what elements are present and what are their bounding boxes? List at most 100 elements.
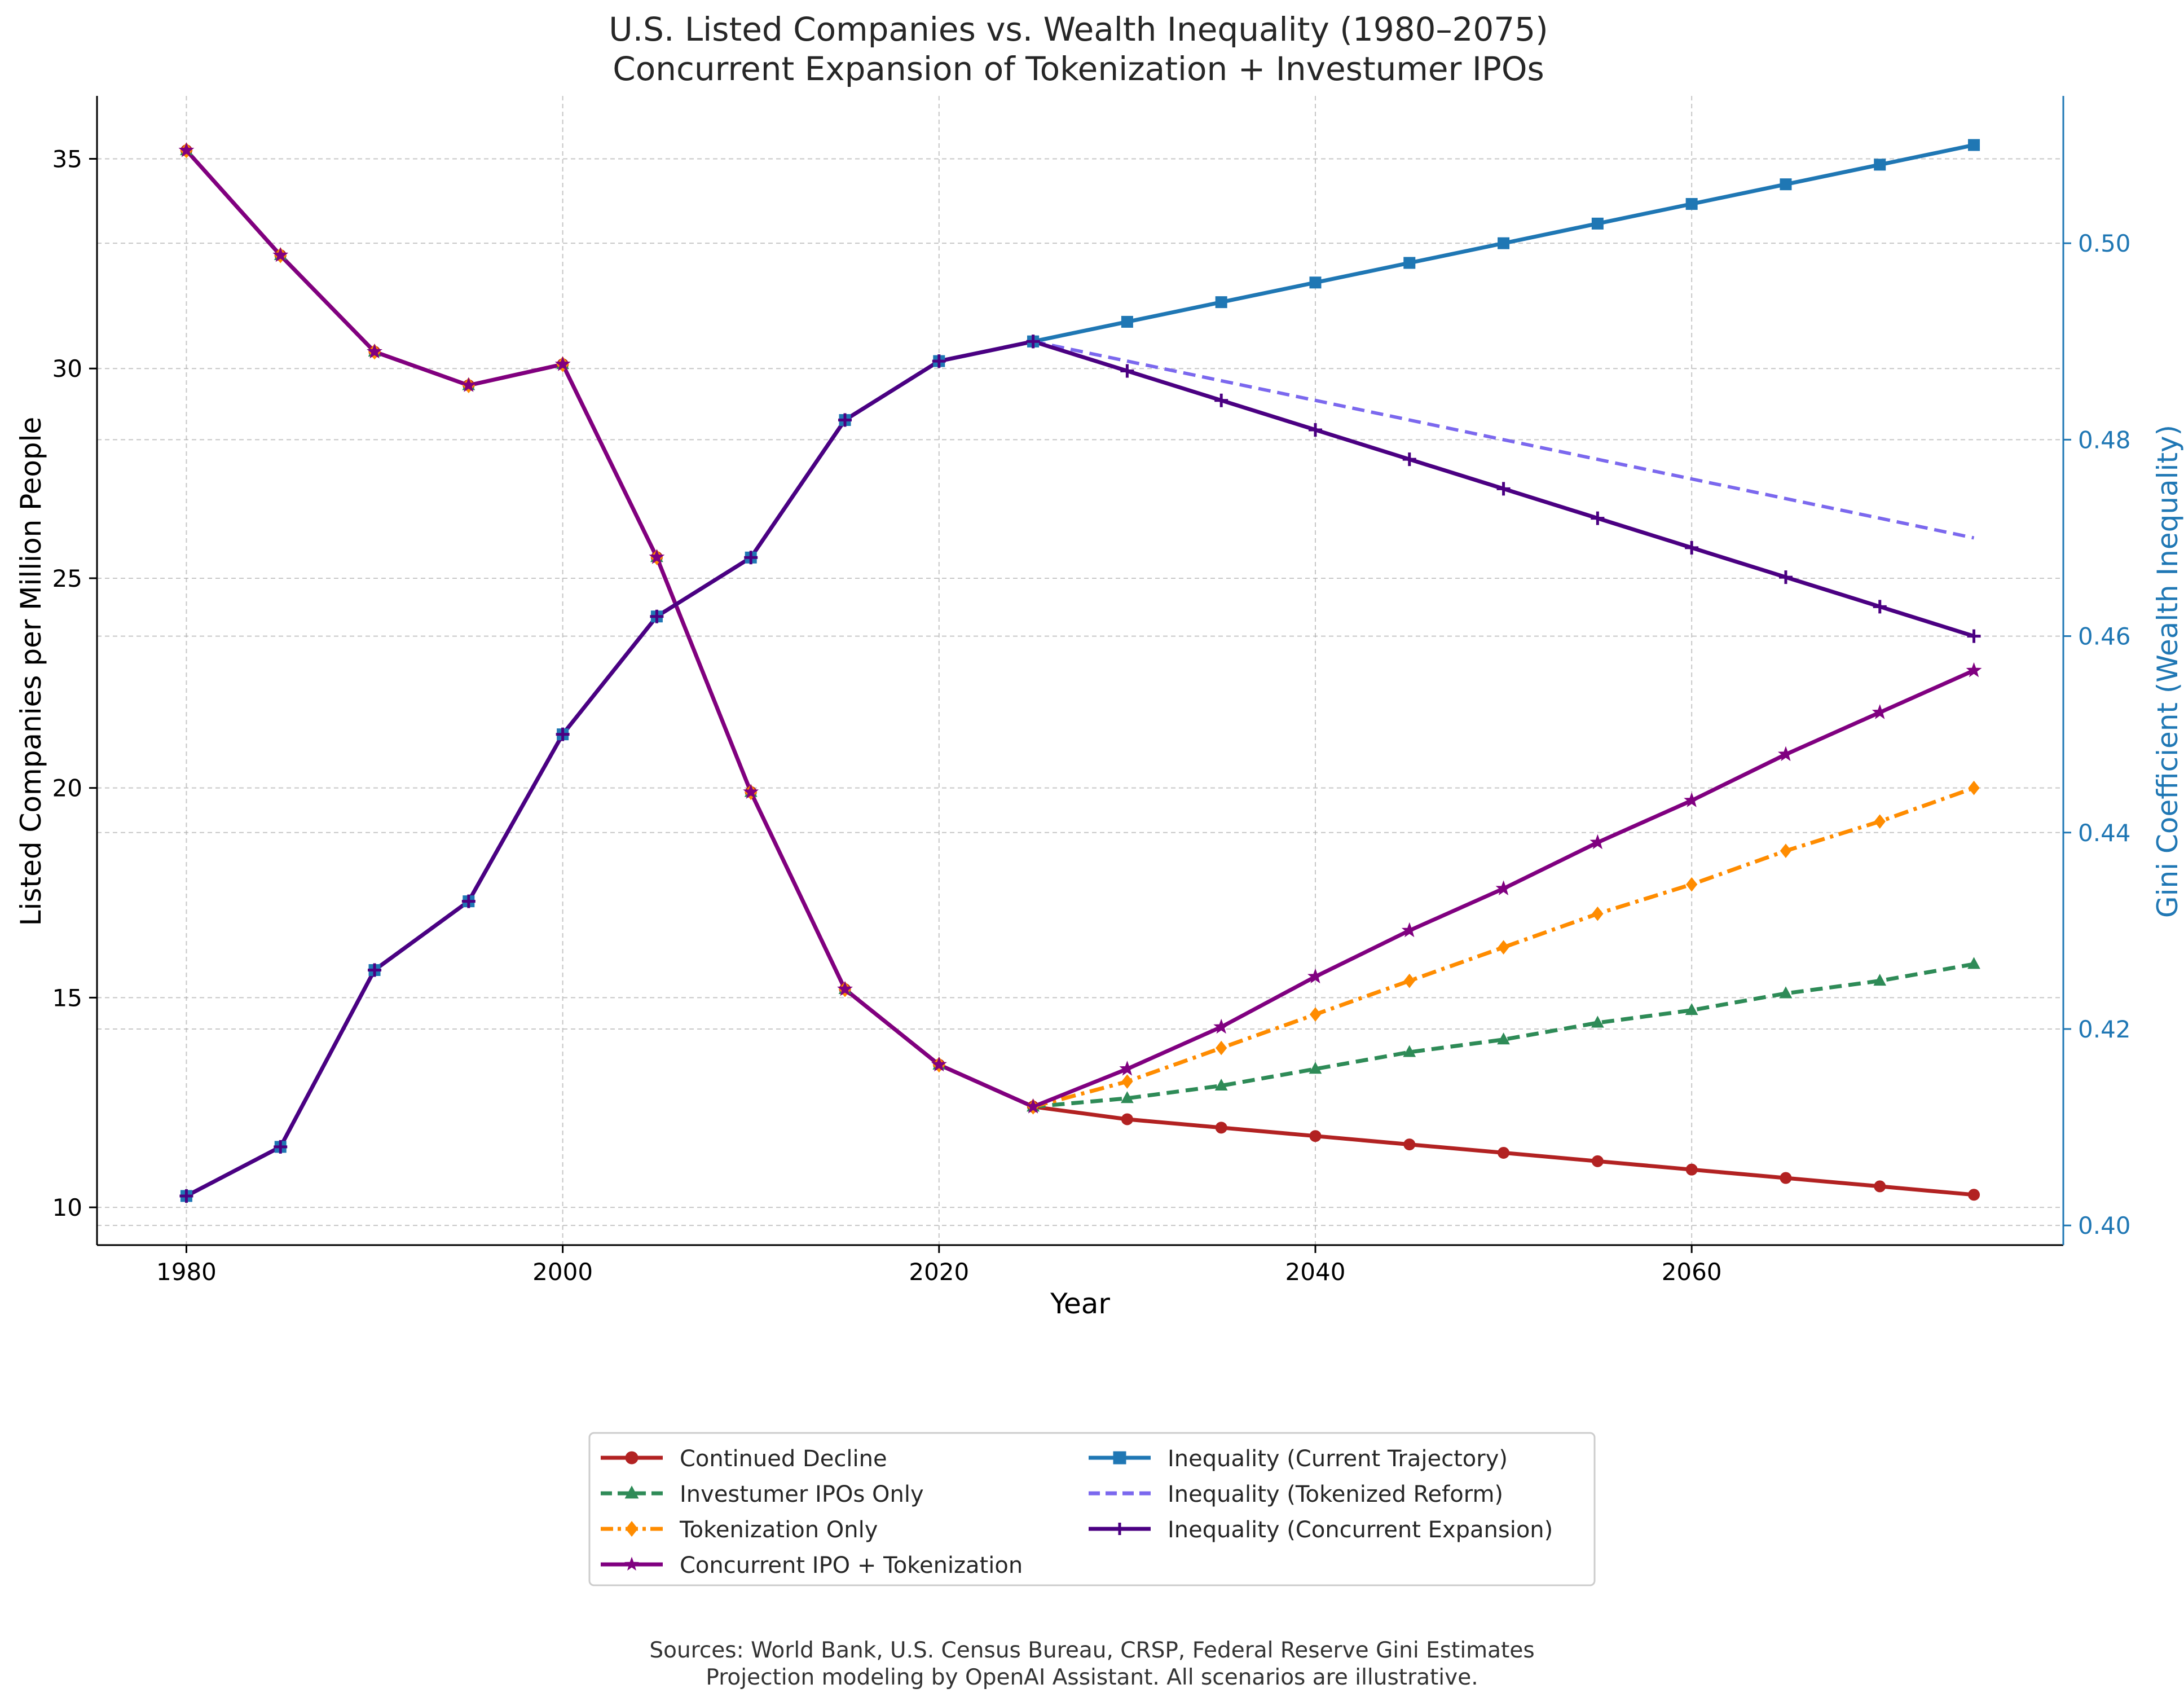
data-point xyxy=(1309,1062,1322,1074)
y-right-tick-label: 0.42 xyxy=(2078,1015,2131,1043)
y-left-tick-label: 35 xyxy=(52,146,82,173)
data-point xyxy=(1968,1189,1980,1201)
x-tick-label: 1980 xyxy=(156,1258,217,1286)
legend-label: Inequality (Concurrent Expansion) xyxy=(1168,1517,1553,1543)
chart-title: U.S. Listed Companies vs. Wealth Inequal… xyxy=(609,10,1548,49)
data-point xyxy=(1497,1032,1510,1045)
axes xyxy=(96,96,2064,1246)
historical-gini-marker xyxy=(274,1140,288,1154)
data-point xyxy=(1025,1098,1041,1114)
data-point xyxy=(1872,704,1888,719)
data-point xyxy=(1686,877,1698,892)
data-point xyxy=(1591,217,1604,230)
data-point xyxy=(1403,1138,1416,1151)
historical-companies-marker xyxy=(178,142,195,157)
y-right-tick-label: 0.48 xyxy=(2078,426,2131,454)
data-point xyxy=(1402,452,1416,467)
data-point xyxy=(1026,335,1040,349)
series-markers xyxy=(178,139,1982,1203)
legend-box xyxy=(588,1432,1596,1586)
historical-companies-marker xyxy=(367,343,382,359)
y-left-tick-label: 20 xyxy=(52,775,82,802)
data-point xyxy=(1121,1113,1133,1125)
left-axis-label: Listed Companies per Million People xyxy=(15,417,47,926)
data-point xyxy=(1498,237,1510,249)
series-line-tokenization-only xyxy=(1032,786,1975,1109)
data-point xyxy=(1591,511,1605,525)
data-point xyxy=(1780,1172,1792,1184)
x-tick-label: 2020 xyxy=(909,1258,969,1286)
data-point xyxy=(1874,814,1886,829)
historical-gini-marker xyxy=(932,354,946,368)
data-point xyxy=(1591,1015,1604,1028)
data-point xyxy=(1214,1078,1228,1091)
x-axis-label: Year xyxy=(1050,1287,1110,1320)
data-point xyxy=(1685,1163,1698,1176)
data-point xyxy=(1968,780,1980,795)
right-axis-label: Gini Coefficient (Wealth Inequality) xyxy=(2151,425,2184,918)
data-point xyxy=(1403,973,1415,988)
y-left-tick-label: 30 xyxy=(52,355,82,382)
y-right-tick-label: 0.40 xyxy=(2078,1212,2131,1239)
data-point xyxy=(1592,906,1604,921)
series-line-investumer-ipos-only xyxy=(1033,962,1975,1109)
data-point xyxy=(1495,880,1512,896)
historical-gini-marker xyxy=(838,413,852,427)
data-point xyxy=(1685,540,1699,555)
sources-note: Sources: World Bank, U.S. Census Bureau,… xyxy=(649,1638,1534,1663)
legend-marker xyxy=(625,1451,639,1465)
historical-companies-marker xyxy=(931,1056,947,1072)
data-point xyxy=(1401,922,1417,938)
data-point xyxy=(1967,629,1981,643)
historical-gini-marker xyxy=(179,1189,193,1203)
ticks: 1980 2000 2020 2040 2060 10 15 20 25 30 35 0.40 0.42… xyxy=(52,146,2131,1286)
historical-gini-marker xyxy=(368,963,382,977)
data-point xyxy=(1684,792,1700,807)
projection-note: Projection modeling by OpenAI Assistant.… xyxy=(706,1665,1478,1690)
x-tick-label: 2060 xyxy=(1662,1258,1722,1286)
historical-companies-marker xyxy=(743,784,759,799)
legend-marker xyxy=(624,1556,639,1571)
data-point xyxy=(1780,178,1792,191)
data-point xyxy=(1685,1003,1698,1015)
legend: Continued Decline Investumer IPOs Only Tok… xyxy=(588,1432,1596,1586)
y-right-tick-label: 0.44 xyxy=(2078,819,2131,847)
historical-companies-marker xyxy=(837,980,853,996)
data-point xyxy=(1873,600,1887,614)
legend-marker xyxy=(1113,1523,1126,1535)
historical-gini-marker xyxy=(556,727,570,741)
legend-marker xyxy=(625,1520,639,1537)
data-point xyxy=(1967,957,1980,969)
data-point xyxy=(1309,1007,1322,1022)
data-point xyxy=(1309,1130,1322,1142)
data-point xyxy=(1874,1180,1886,1193)
legend-marker xyxy=(1113,1451,1126,1465)
data-point xyxy=(1308,423,1322,437)
legend-label: Tokenization Only xyxy=(679,1517,878,1543)
historical-companies-line xyxy=(184,149,1034,1109)
data-point xyxy=(1496,482,1511,496)
data-point xyxy=(1403,1045,1416,1057)
data-point xyxy=(1778,746,1794,762)
historical-gini-line xyxy=(185,339,1034,1198)
legend-label: Continued Decline xyxy=(680,1446,887,1472)
data-point xyxy=(1591,1155,1604,1167)
y-right-tick-label: 0.50 xyxy=(2078,230,2131,257)
data-point xyxy=(1121,315,1133,328)
data-point xyxy=(1213,1018,1230,1034)
data-point xyxy=(1215,296,1227,309)
data-point xyxy=(1780,843,1792,858)
data-point xyxy=(1309,276,1322,289)
data-point xyxy=(1119,1061,1135,1076)
historical-companies-marker xyxy=(649,549,665,564)
data-point xyxy=(1121,1091,1134,1103)
legend-label: Inequality (Current Trajectory) xyxy=(1168,1446,1508,1472)
historical-gini-marker xyxy=(461,894,475,908)
data-point xyxy=(1307,968,1323,984)
legend-label: Inequality (Tokenized Reform) xyxy=(1168,1481,1503,1507)
data-point xyxy=(1215,1122,1227,1134)
x-tick-label: 2040 xyxy=(1285,1258,1346,1286)
chart-subtitle: Concurrent Expansion of Tokenization + I… xyxy=(613,50,1544,88)
